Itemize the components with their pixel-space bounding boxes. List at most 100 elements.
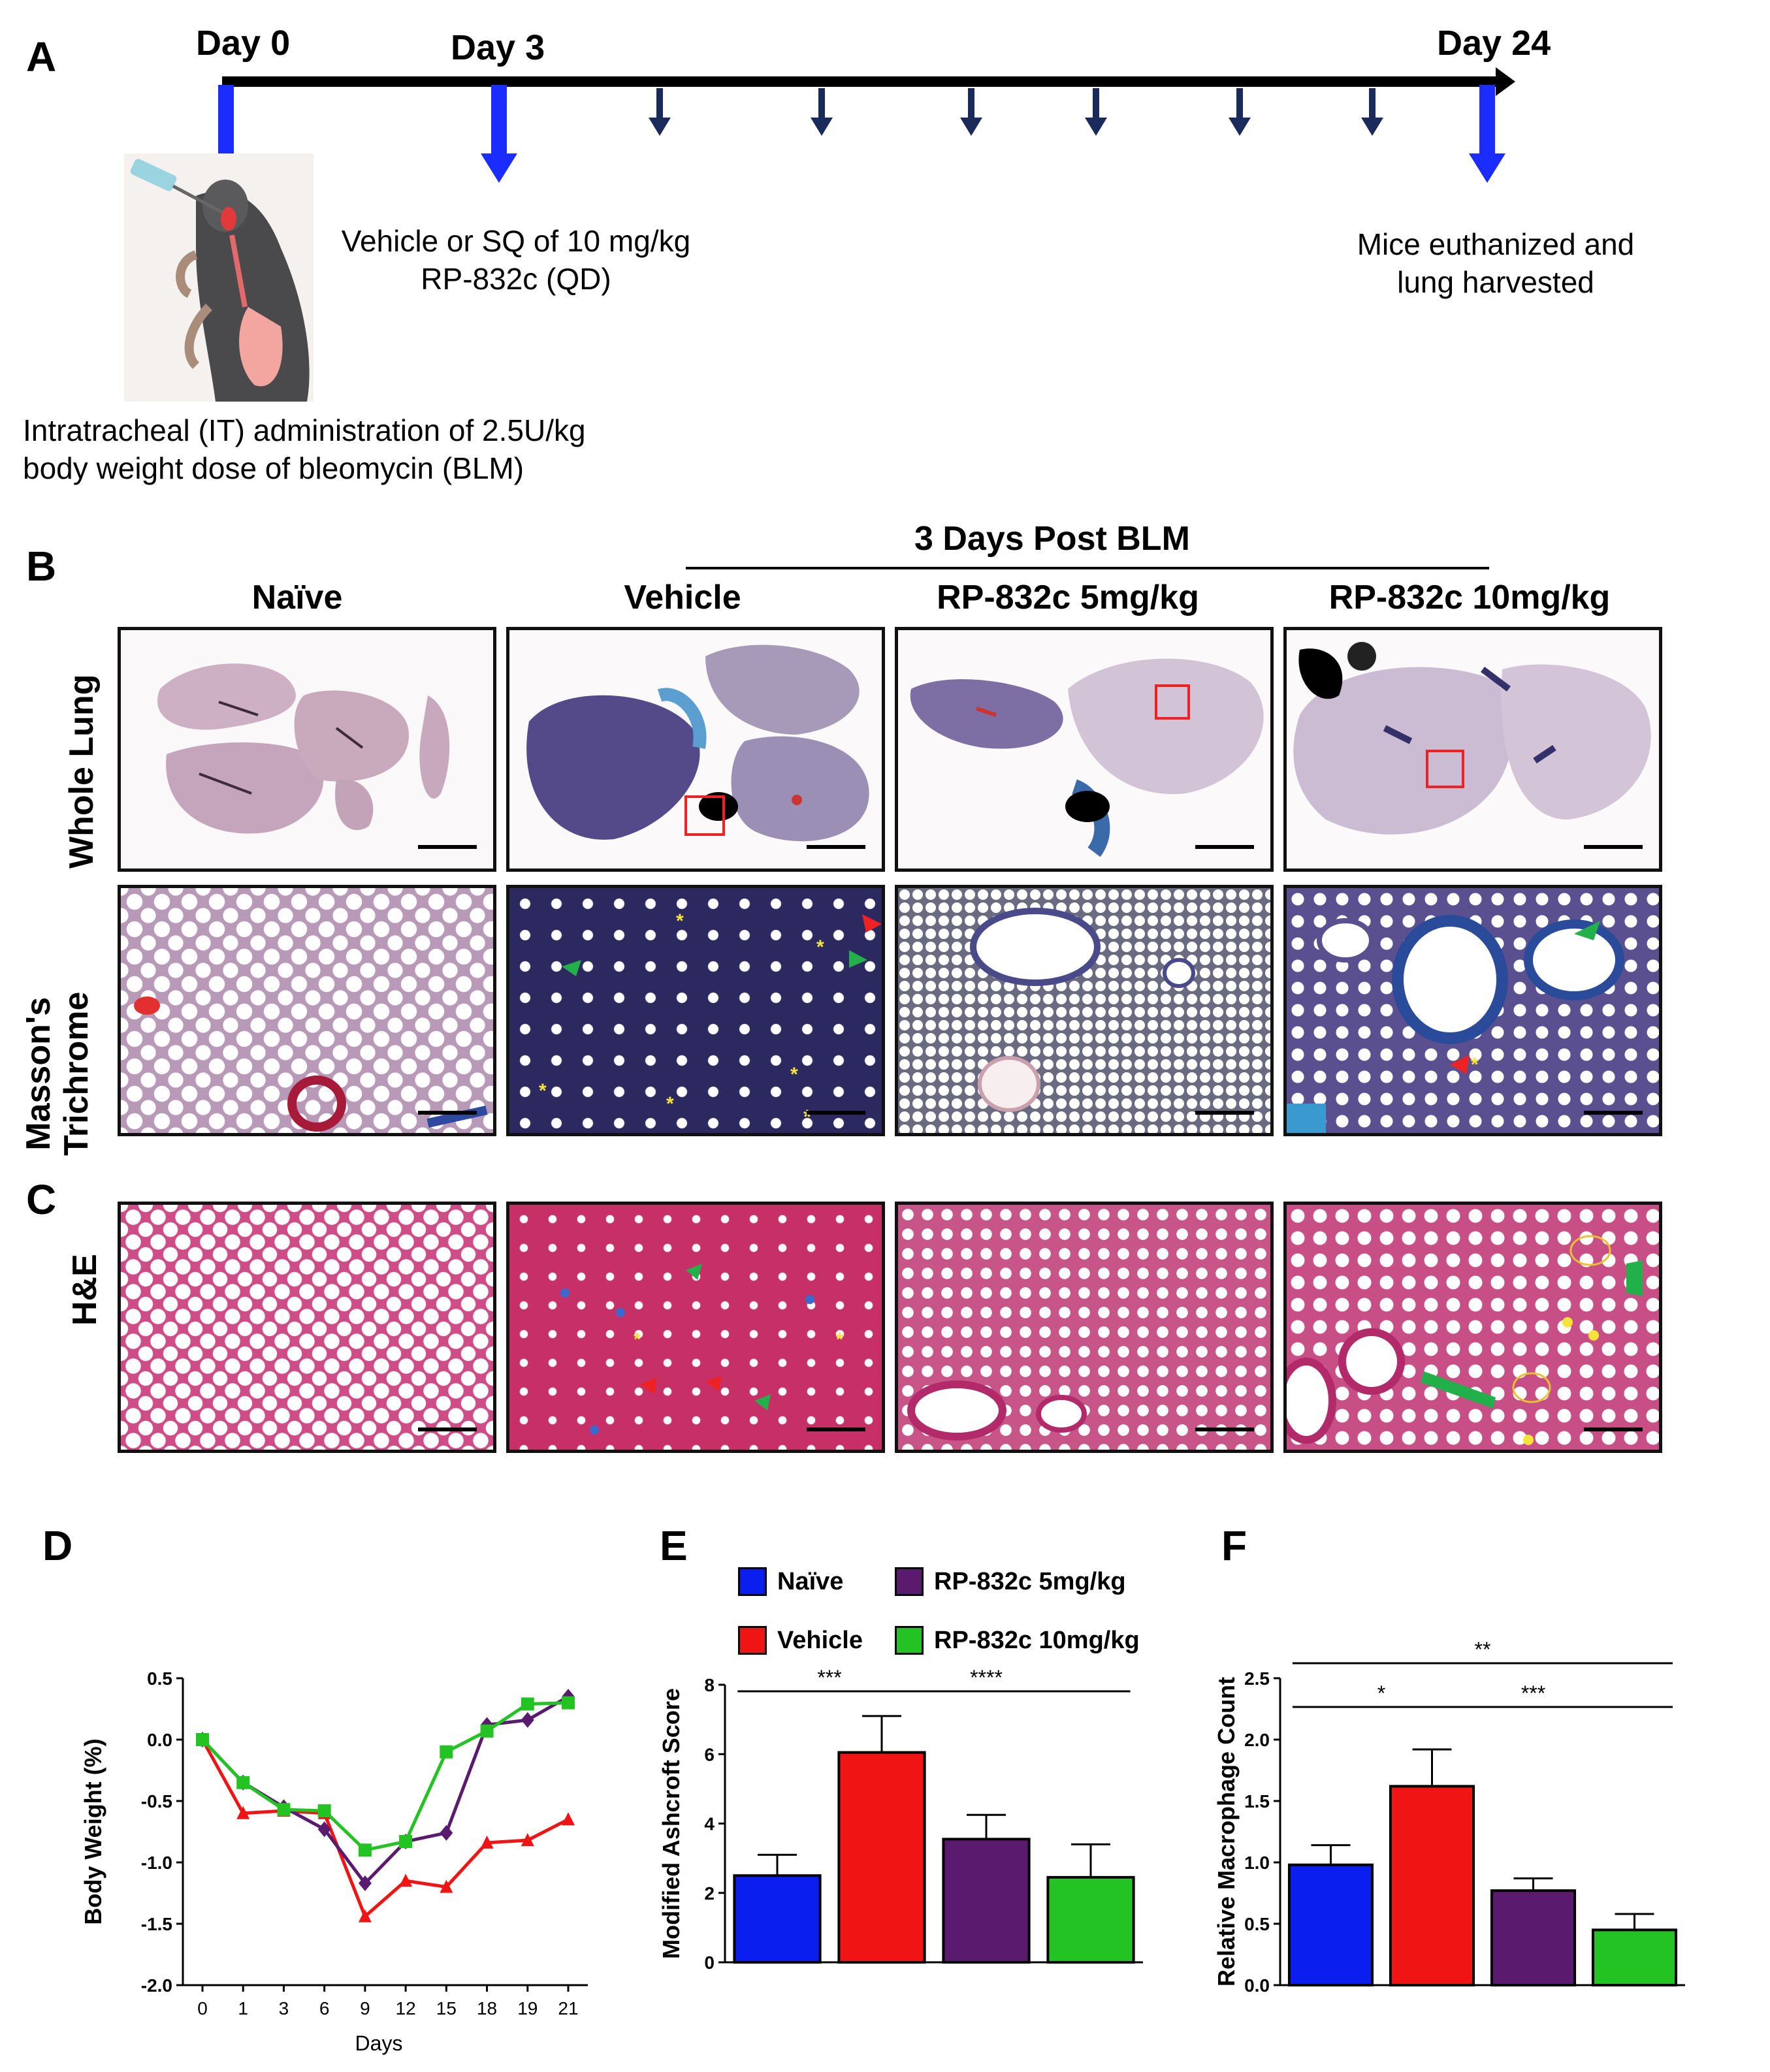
- col-header-naive: Naïve: [251, 579, 343, 616]
- bar: [1389, 1785, 1475, 1986]
- scale-bar: [1195, 1427, 1254, 1431]
- image-he-10mg: [1283, 1202, 1662, 1453]
- data-point: [521, 1712, 534, 1728]
- svg-text:*: *: [1471, 1054, 1479, 1076]
- bar: [1046, 1875, 1135, 1964]
- row-label-whole-lung: Whole Lung: [63, 674, 101, 869]
- row-label-masson-line1: Masson's: [20, 996, 57, 1151]
- group-header-line: [686, 567, 1489, 569]
- image-he-5mg: [895, 1202, 1274, 1453]
- treatment-text: Vehicle or SQ of 10 mg/kg RP-832c (QD): [314, 222, 718, 298]
- masson-overlay-vehicle: *** ***: [539, 910, 882, 1128]
- label-day24: Day 24: [1437, 24, 1551, 63]
- y-axis-label: Body Weight (%): [80, 1738, 106, 1924]
- image-masson-10mg: *: [1283, 885, 1662, 1136]
- panel-b-letter: B: [26, 543, 57, 590]
- y-tick-label: 1.0: [1244, 1853, 1270, 1873]
- row-label-masson: Masson's Trichrome: [20, 992, 95, 1156]
- endpoint-text: Mice euthanized and lung harvested: [1313, 225, 1679, 301]
- legend-swatch-10mg: [895, 1626, 924, 1655]
- bar: [1287, 1863, 1374, 1987]
- svg-text:*: *: [634, 1329, 641, 1349]
- data-point: [399, 1835, 413, 1849]
- y-tick-label: 0.5: [1244, 1914, 1270, 1934]
- image-whole-lung-10mg: [1283, 627, 1662, 872]
- y-tick-label: 2.5: [1244, 1668, 1270, 1689]
- scale-bar: [807, 1427, 865, 1431]
- bar: [733, 1874, 822, 1964]
- treatment-line1: Vehicle or SQ of 10 mg/kg: [341, 224, 691, 258]
- col-header-5mg: RP-832c 5mg/kg: [937, 579, 1199, 616]
- row-label-masson-line2: Trichrome: [57, 991, 95, 1156]
- series-line: [201, 1738, 570, 1919]
- y-tick-label: 4: [704, 1814, 715, 1834]
- he-overlay-vehicle: * *: [560, 1264, 843, 1435]
- group-header: 3 Days Post BLM: [914, 520, 1190, 558]
- image-masson-vehicle: * * * * * *: [506, 885, 885, 1136]
- scale-bar: [418, 845, 477, 849]
- data-point: [399, 1873, 413, 1887]
- y-tick-label: -2.0: [141, 1975, 172, 1996]
- y-tick-label: 6: [704, 1744, 715, 1764]
- induction-text: Intratracheal (IT) administration of 2.5…: [23, 411, 676, 487]
- x-axis-label: Days: [355, 2032, 403, 2055]
- y-tick-label: 0.0: [147, 1730, 172, 1750]
- legend-label-10mg: RP-832c 10mg/kg: [934, 1626, 1140, 1654]
- arrow-day3: [481, 85, 517, 183]
- y-tick-label: 2.0: [1244, 1730, 1270, 1750]
- image-masson-naive: [118, 885, 496, 1136]
- series-line: [201, 1701, 569, 1852]
- data-point: [480, 1835, 494, 1849]
- data-point: [358, 1843, 372, 1857]
- svg-text:*: *: [816, 936, 824, 958]
- legend-item-10mg: RP-832c 10mg/kg: [895, 1626, 1140, 1655]
- scale-bar: [1195, 845, 1254, 849]
- y-tick-label: -1.5: [141, 1914, 172, 1934]
- panel-f-letter: F: [1221, 1522, 1247, 1569]
- data-point: [196, 1733, 209, 1746]
- significance-label: ***: [817, 1666, 841, 1689]
- col-header-10mg: RP-832c 10mg/kg: [1328, 579, 1611, 616]
- lung-shape-10mg: [1293, 642, 1651, 835]
- masson-overlay-5mg: [970, 908, 1195, 1112]
- chart-macrophage-count: 0.00.51.01.52.02.5*** ***Relative Macroph…: [1213, 1639, 1685, 1996]
- image-masson-5mg: [895, 885, 1274, 1136]
- legend-item-vehicle: Vehicle: [738, 1626, 863, 1655]
- data-point: [236, 1806, 250, 1819]
- scale-bar: [1584, 1111, 1643, 1115]
- masson-overlay-naive: [134, 996, 488, 1132]
- data-point: [562, 1696, 575, 1710]
- x-tick-label: 21: [558, 1998, 578, 2018]
- lung-shape-vehicle: [526, 645, 869, 842]
- image-he-naive: [118, 1202, 496, 1453]
- legend-label-naive: Naïve: [777, 1567, 844, 1595]
- y-tick-label: -1.0: [141, 1853, 172, 1873]
- scale-bar: [1584, 1427, 1643, 1431]
- panel-c-letter: C: [26, 1176, 57, 1223]
- y-axis-label: Relative Macrophage Count: [1213, 1677, 1240, 1986]
- image-he-vehicle: * *: [506, 1202, 885, 1453]
- x-tick-label: 9: [360, 1998, 370, 2018]
- row-label-he: H&E: [66, 1254, 104, 1326]
- data-point: [480, 1724, 494, 1738]
- x-tick-label: 12: [396, 1998, 416, 2018]
- scale-bar: [418, 1427, 477, 1431]
- scale-bar: [418, 1111, 477, 1115]
- panel-e-letter: E: [660, 1522, 688, 1569]
- dose-arrows: [649, 88, 1383, 136]
- data-point: [440, 1745, 453, 1759]
- legend-swatch-naive: [738, 1567, 767, 1596]
- timeline-arrowhead: [1496, 67, 1515, 96]
- y-tick-label: 8: [704, 1675, 715, 1695]
- y-tick-label: 0: [704, 1952, 715, 1973]
- data-point: [440, 1825, 453, 1841]
- scale-bar: [807, 845, 865, 849]
- treatment-line2: RP-832c (QD): [421, 262, 611, 296]
- he-overlay-5mg: [907, 1380, 1087, 1441]
- significance-label: ****: [970, 1666, 1003, 1689]
- x-tick-label: 6: [319, 1998, 330, 2018]
- y-tick-label: 1.5: [1244, 1791, 1270, 1811]
- arrow-day24: [1469, 85, 1505, 183]
- data-point: [358, 1909, 372, 1922]
